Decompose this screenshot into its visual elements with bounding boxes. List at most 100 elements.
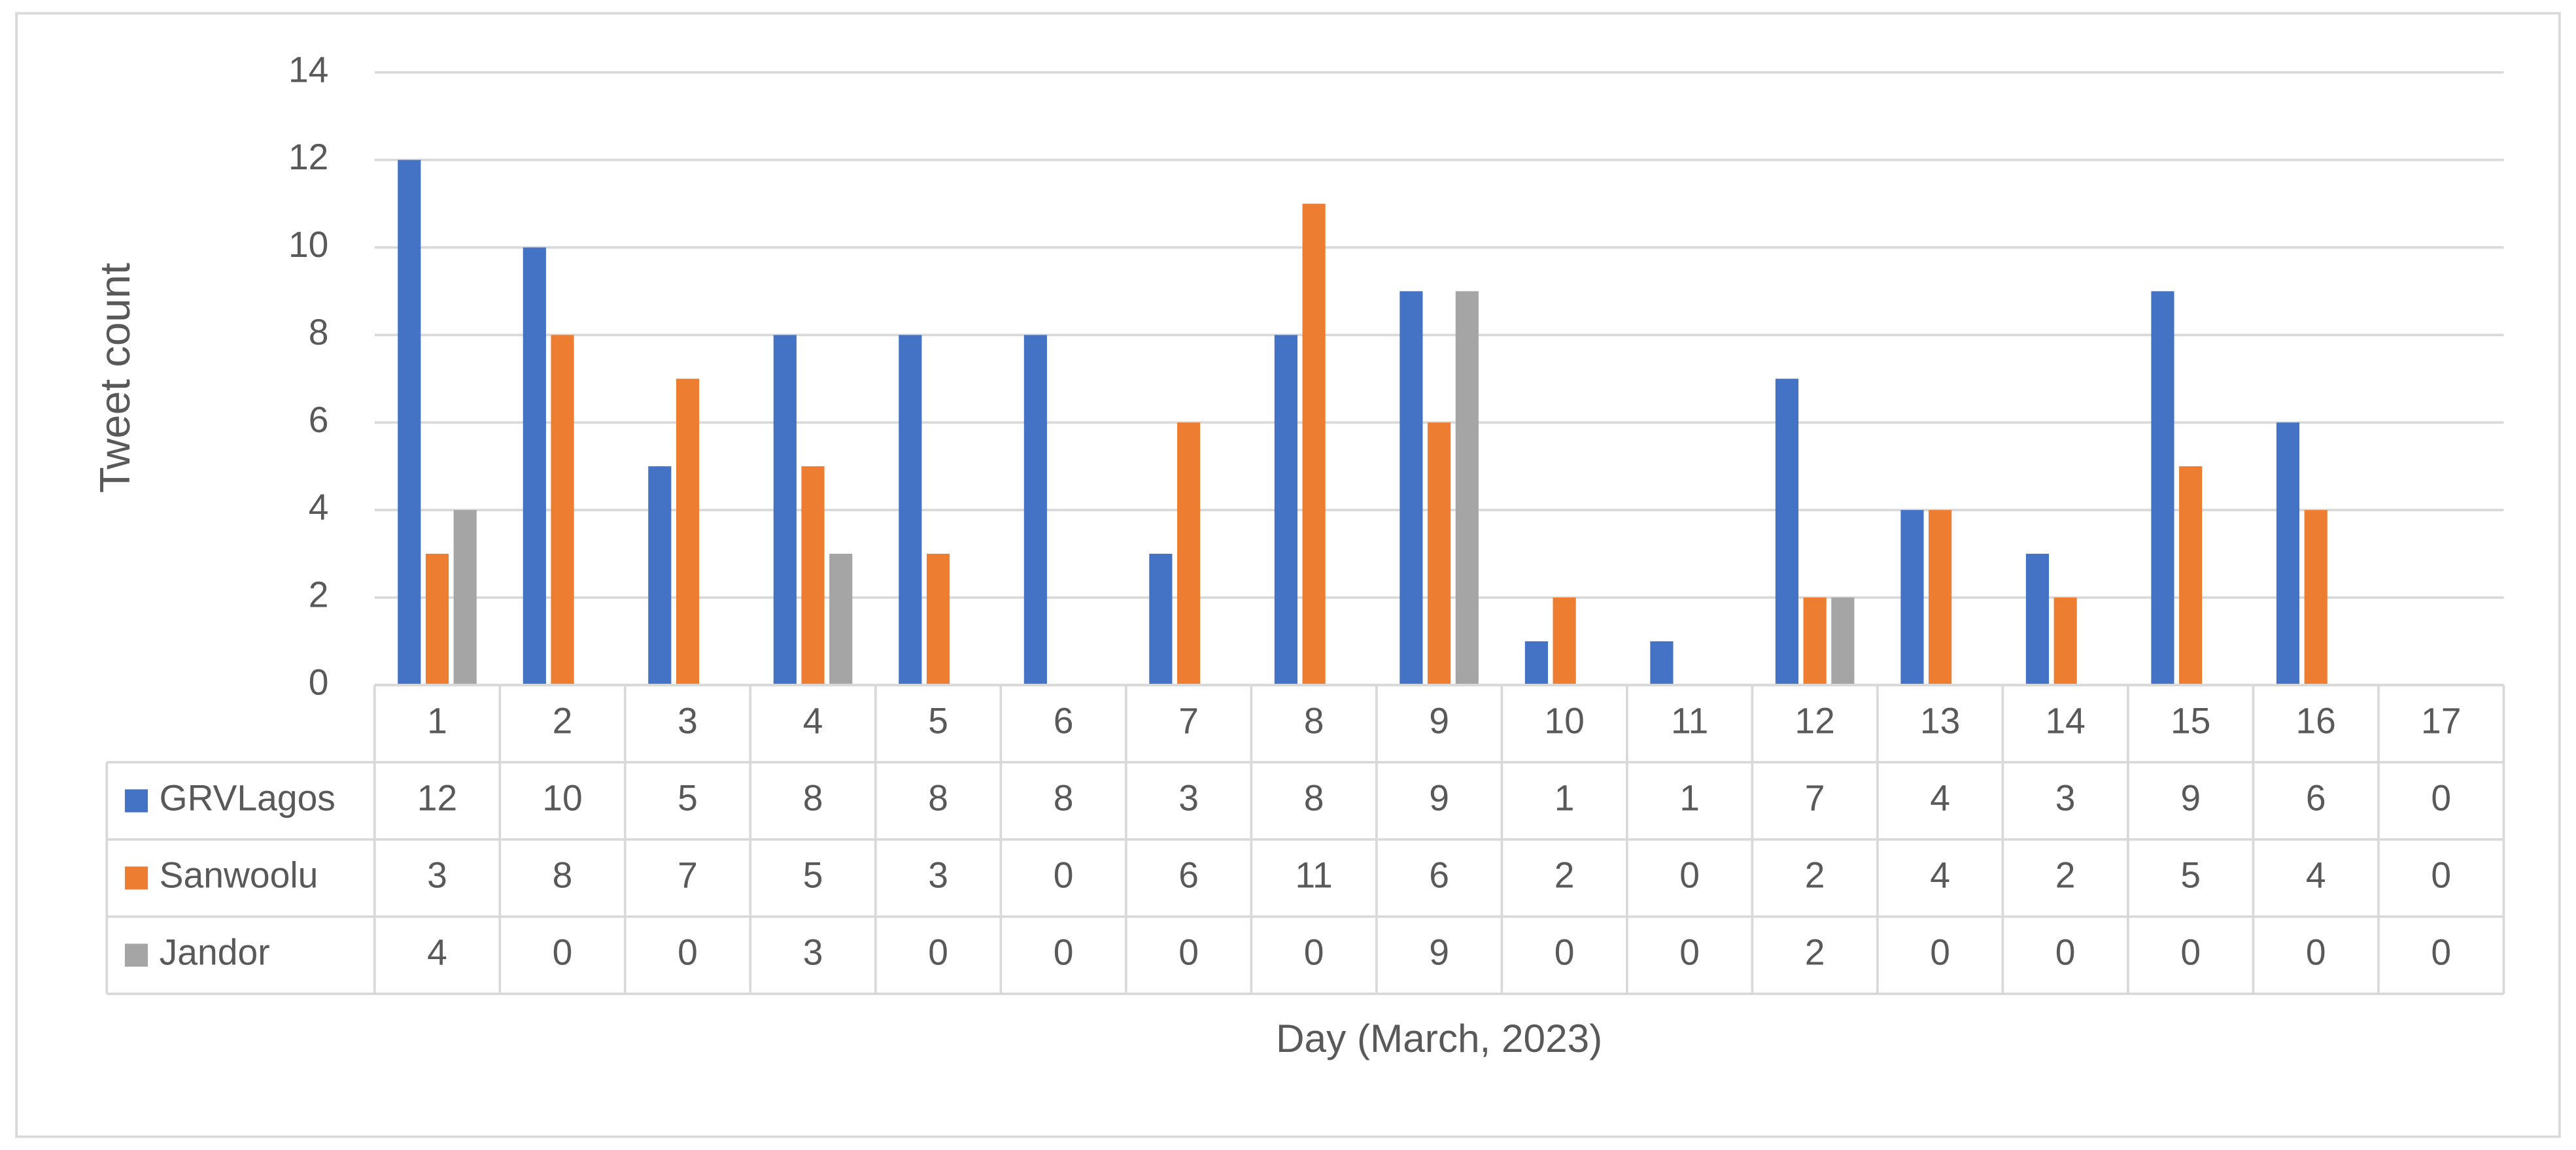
- table-value: 1: [1679, 778, 1700, 819]
- legend-label: Jandor: [160, 932, 270, 973]
- bar: [1455, 291, 1479, 685]
- bar: [1900, 510, 1924, 685]
- y-tick-label: 2: [309, 575, 329, 615]
- x-tick-label: 10: [1544, 700, 1584, 741]
- x-tick-label: 17: [2421, 700, 2461, 741]
- bar: [2304, 510, 2327, 685]
- table-value: 3: [2055, 778, 2076, 819]
- bar: [2151, 291, 2174, 685]
- table-value: 7: [1805, 778, 1825, 819]
- table-value: 7: [678, 855, 698, 896]
- bar: [676, 379, 700, 685]
- bar: [1524, 641, 1549, 685]
- bar: [1274, 335, 1297, 685]
- bar: [1650, 641, 1674, 685]
- table-value: 4: [2306, 855, 2326, 896]
- bar: [2025, 554, 2050, 685]
- y-tick-label: 8: [309, 312, 329, 352]
- bar: [801, 466, 825, 685]
- table-value: 0: [2306, 932, 2326, 973]
- table-value: 2: [1805, 855, 1825, 896]
- bar: [1553, 597, 1576, 685]
- table-value: 0: [553, 932, 573, 973]
- table-value: 2: [2055, 855, 2076, 896]
- bar: [1400, 291, 1423, 685]
- table-value: 5: [2180, 855, 2201, 896]
- table-value: 0: [2431, 855, 2451, 896]
- x-tick-label: 12: [1795, 700, 1834, 741]
- legend-label: GRVLagos: [160, 778, 335, 819]
- table-value: 0: [1679, 932, 1700, 973]
- table-value: 6: [1429, 855, 1449, 896]
- x-tick-label: 2: [553, 700, 573, 741]
- y-tick-label: 10: [288, 224, 328, 265]
- bar: [425, 554, 449, 685]
- table-value: 5: [803, 855, 823, 896]
- bar: [648, 466, 672, 685]
- table-value: 8: [803, 778, 823, 819]
- table-value: 9: [1429, 778, 1449, 819]
- x-tick-label: 4: [803, 700, 823, 741]
- table-value: 0: [1679, 855, 1700, 896]
- table-value: 3: [928, 855, 948, 896]
- bar: [2276, 422, 2300, 685]
- bar: [926, 554, 950, 685]
- table-value: 0: [678, 932, 698, 973]
- table-value: 0: [2431, 932, 2451, 973]
- table-value: 2: [1554, 855, 1575, 896]
- x-tick-label: 9: [1429, 700, 1449, 741]
- table-value: 0: [1054, 855, 1074, 896]
- y-tick-label: 12: [288, 137, 328, 177]
- table-value: 0: [1930, 932, 1950, 973]
- table-value: 1: [1554, 778, 1575, 819]
- bar: [453, 510, 477, 685]
- table-value: 4: [427, 932, 447, 973]
- bar: [829, 554, 853, 685]
- bar: [1775, 379, 1799, 685]
- table-value: 8: [928, 778, 948, 819]
- legend-key: [124, 866, 148, 890]
- legend-key: [124, 789, 148, 813]
- bar: [1177, 422, 1201, 685]
- bar: [1803, 597, 1827, 685]
- bar: [1428, 422, 1451, 685]
- y-tick-label: 14: [288, 49, 328, 90]
- bar: [1929, 510, 1952, 685]
- bar: [1149, 554, 1173, 685]
- x-tick-label: 13: [1920, 700, 1960, 741]
- legend-label: Sanwoolu: [160, 855, 318, 896]
- bar: [1302, 203, 1326, 685]
- y-tick-label: 4: [309, 487, 329, 528]
- table-value: 12: [417, 778, 457, 819]
- x-tick-label: 7: [1178, 700, 1199, 741]
- x-tick-label: 14: [2045, 700, 2085, 741]
- x-tick-label: 15: [2171, 700, 2210, 741]
- table-value: 0: [1304, 932, 1324, 973]
- bar: [2053, 597, 2077, 685]
- x-tick-label: 5: [928, 700, 948, 741]
- x-tick-label: 11: [1671, 700, 1708, 741]
- table-value: 8: [1304, 778, 1324, 819]
- table-value: 9: [2180, 778, 2201, 819]
- table-value: 3: [803, 932, 823, 973]
- table-value: 11: [1295, 855, 1332, 896]
- table-value: 0: [1178, 932, 1199, 973]
- bar: [1023, 335, 1047, 685]
- table-value: 6: [1178, 855, 1199, 896]
- table-value: 0: [2055, 932, 2076, 973]
- y-axis-title: Tweet count: [91, 263, 139, 493]
- table-value: 6: [2306, 778, 2326, 819]
- bar: [899, 335, 922, 685]
- bar: [551, 335, 574, 685]
- table-value: 0: [2180, 932, 2201, 973]
- table-value: 0: [1054, 932, 1074, 973]
- table-value: 10: [542, 778, 582, 819]
- bar: [773, 335, 797, 685]
- legend-key: [124, 943, 148, 967]
- bar: [1831, 597, 1855, 685]
- table-value: 0: [928, 932, 948, 973]
- x-axis-title: Day (March, 2023): [1276, 1016, 1602, 1060]
- bar: [2179, 466, 2203, 685]
